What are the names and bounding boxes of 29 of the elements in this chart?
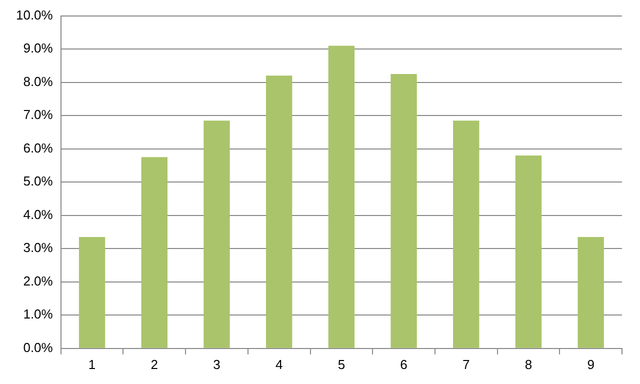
- bar: [328, 46, 355, 348]
- x-tick-label: 7: [462, 356, 470, 372]
- bar: [453, 120, 480, 348]
- bar: [390, 74, 417, 348]
- y-tick-label: 3.0%: [23, 240, 54, 256]
- x-tick-label: 8: [524, 356, 532, 372]
- y-tick-label: 0.0%: [23, 340, 54, 355]
- x-tick-label: 5: [338, 356, 346, 372]
- x-tick-label: 1: [88, 356, 96, 372]
- bar: [204, 120, 230, 348]
- x-tick-label: 9: [587, 356, 594, 372]
- y-tick-label: 5.0%: [23, 174, 54, 189]
- y-tick-label: 8.0%: [23, 74, 54, 89]
- y-tick-label: 4.0%: [23, 206, 54, 222]
- x-tick-label: 2: [150, 356, 158, 372]
- bar: [141, 157, 168, 348]
- x-tick-label: 3: [213, 356, 220, 372]
- y-tick-label: 2.0%: [23, 273, 54, 288]
- x-tick-label: 4: [275, 356, 283, 372]
- bar: [578, 236, 604, 348]
- y-tick-label: 10.0%: [16, 7, 54, 22]
- bar: [266, 76, 292, 348]
- y-tick-label: 6.0%: [23, 140, 54, 156]
- bar: [78, 236, 106, 348]
- y-tick-label: 1.0%: [23, 306, 54, 322]
- x-tick-label: 6: [400, 356, 408, 372]
- y-tick-label: 9.0%: [23, 40, 54, 56]
- y-tick-label: 7.0%: [23, 107, 54, 122]
- bar: [515, 155, 542, 348]
